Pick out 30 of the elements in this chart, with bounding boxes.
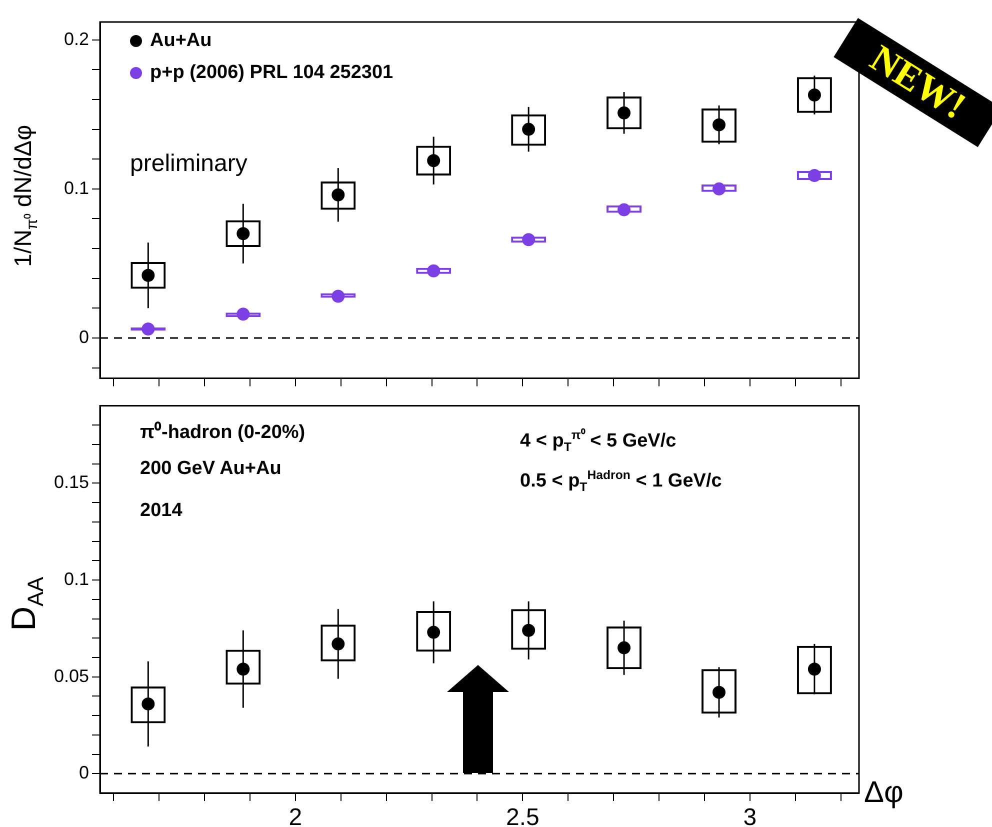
annotation: π⁰-hadron (0-20%) [140,420,306,444]
bar [702,108,737,143]
point [712,182,726,196]
legend-label: p+p (2006) PRL 104 252301 [150,62,394,84]
annotation: 4 < p$_{T}$$^{π⁰}$ < 5 GeV/c [520,427,676,454]
y-tick-label: 0.1 [64,178,89,198]
legend-label: Au+Au [150,30,212,52]
annotation: 2014 [140,500,182,522]
y-tick-label: 0 [78,762,89,783]
bar [796,646,832,694]
y-tick-label: 0.2 [64,28,89,49]
annotation: preliminary [130,150,248,178]
y-tick-label: 0.15 [54,472,89,492]
point [618,203,631,216]
annotation: 0.5 < p$_{T}$$^{Hadron}$ < 1 GeV/c [520,468,722,494]
x-tick-label: 2 [288,804,302,827]
point [236,308,250,321]
point [332,290,345,303]
bar [702,669,737,714]
x-axis-title: Δφ [864,776,904,810]
point [522,233,536,246]
annotation: 200 GeV Au+Au [140,458,282,480]
x-tick-label: 2.5 [506,804,540,827]
point [142,322,155,336]
y-tick-label: 0.05 [54,666,89,686]
y-tick-label: 0.1 [64,569,89,590]
x-tick-label: 3 [743,804,757,827]
y-tick-label: 0 [78,326,89,347]
point [808,169,821,182]
point [427,264,440,278]
